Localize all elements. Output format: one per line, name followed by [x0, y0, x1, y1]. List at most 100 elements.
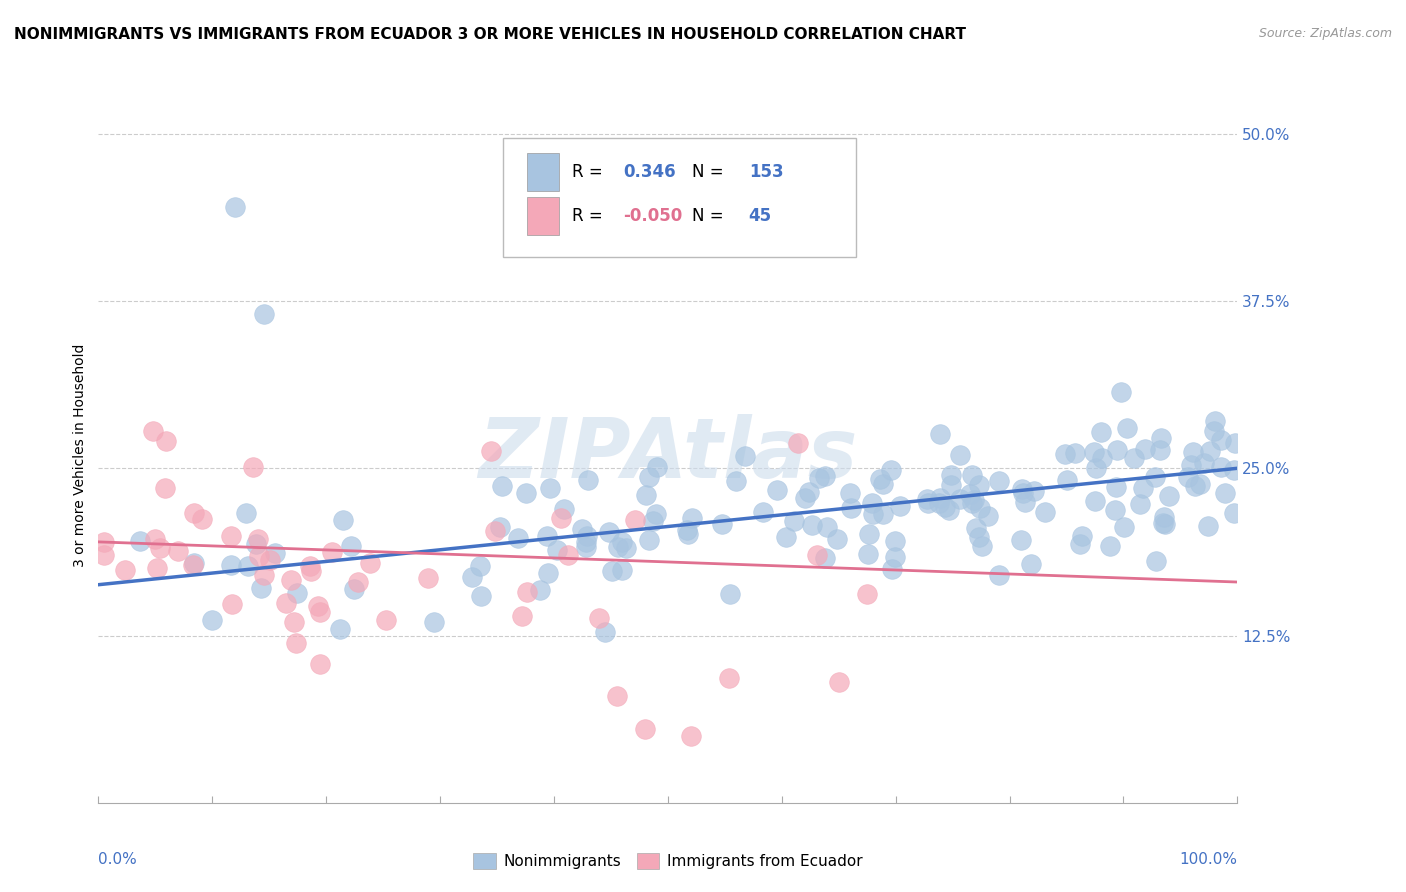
- Point: [751, 505, 773, 519]
- Point: [1056, 474, 1078, 488]
- Point: [242, 459, 264, 474]
- Text: 0.0%: 0.0%: [98, 852, 138, 866]
- Point: [598, 525, 620, 540]
- Point: [259, 552, 281, 566]
- Legend: Nonimmigrants, Immigrants from Ecuador: Nonimmigrants, Immigrants from Ecuador: [467, 847, 869, 875]
- Point: [274, 596, 297, 610]
- Point: [1010, 533, 1032, 547]
- Point: [557, 548, 579, 562]
- Point: [872, 476, 894, 491]
- Point: [1144, 469, 1167, 483]
- Point: [808, 471, 831, 485]
- Point: [149, 541, 172, 555]
- Point: [1157, 489, 1180, 503]
- Point: [489, 519, 512, 533]
- Point: [1213, 485, 1236, 500]
- Point: [359, 556, 381, 570]
- Point: [285, 636, 308, 650]
- Point: [928, 496, 950, 510]
- Point: [610, 563, 633, 577]
- Point: [786, 435, 808, 450]
- Point: [588, 611, 610, 625]
- Point: [537, 566, 560, 580]
- Point: [235, 506, 257, 520]
- Point: [575, 534, 598, 549]
- Point: [976, 508, 998, 523]
- Text: R =: R =: [572, 163, 603, 181]
- Point: [1204, 425, 1226, 439]
- Point: [614, 541, 637, 555]
- Point: [347, 574, 370, 589]
- Point: [600, 564, 623, 578]
- Point: [1084, 494, 1107, 508]
- Text: Source: ZipAtlas.com: Source: ZipAtlas.com: [1258, 27, 1392, 40]
- Point: [644, 507, 666, 521]
- Point: [1011, 486, 1033, 500]
- Point: [794, 491, 817, 506]
- Point: [1182, 445, 1205, 459]
- Point: [681, 511, 703, 525]
- Point: [1180, 458, 1202, 472]
- Point: [882, 562, 904, 576]
- Point: [375, 613, 398, 627]
- Point: [515, 585, 537, 599]
- Point: [1133, 442, 1156, 457]
- Point: [858, 527, 880, 541]
- Point: [1022, 483, 1045, 498]
- Point: [576, 529, 599, 543]
- Text: 153: 153: [749, 163, 783, 181]
- Point: [1129, 497, 1152, 511]
- Text: NONIMMIGRANTS VS IMMIGRANTS FROM ECUADOR 3 OR MORE VEHICLES IN HOUSEHOLD CORRELA: NONIMMIGRANTS VS IMMIGRANTS FROM ECUADOR…: [14, 27, 966, 42]
- Point: [536, 528, 558, 542]
- Point: [1122, 451, 1144, 466]
- Point: [546, 543, 568, 558]
- Point: [145, 532, 167, 546]
- Point: [247, 549, 270, 564]
- Point: [1184, 478, 1206, 492]
- Point: [515, 486, 537, 500]
- Point: [538, 481, 561, 495]
- Point: [917, 496, 939, 510]
- Point: [1114, 520, 1136, 534]
- Point: [1223, 463, 1246, 477]
- Point: [236, 558, 259, 573]
- Point: [1069, 537, 1091, 551]
- Point: [1063, 446, 1085, 460]
- Point: [636, 488, 658, 502]
- Point: [645, 459, 668, 474]
- Point: [576, 473, 599, 487]
- Point: [889, 499, 911, 513]
- Point: [962, 496, 984, 510]
- Point: [1071, 529, 1094, 543]
- Point: [1177, 469, 1199, 483]
- Point: [491, 478, 513, 492]
- Point: [479, 443, 502, 458]
- Point: [280, 573, 302, 587]
- Point: [765, 483, 787, 498]
- Point: [988, 475, 1011, 489]
- Point: [142, 425, 165, 439]
- Point: [869, 472, 891, 486]
- Point: [1152, 516, 1174, 531]
- Text: -0.050: -0.050: [623, 207, 683, 225]
- Point: [960, 468, 983, 483]
- Point: [1144, 553, 1167, 567]
- Point: [1090, 425, 1112, 440]
- Point: [884, 534, 907, 549]
- Point: [416, 571, 439, 585]
- Point: [253, 567, 276, 582]
- Point: [283, 615, 305, 630]
- Point: [1099, 539, 1122, 553]
- Point: [1153, 510, 1175, 524]
- Text: N =: N =: [692, 163, 724, 181]
- Point: [1104, 503, 1126, 517]
- Point: [298, 559, 321, 574]
- Point: [828, 675, 851, 690]
- Point: [460, 570, 482, 584]
- Point: [470, 589, 492, 603]
- Point: [252, 307, 274, 322]
- Point: [1154, 516, 1177, 531]
- Point: [1197, 518, 1219, 533]
- Point: [1149, 442, 1171, 457]
- Point: [862, 507, 884, 521]
